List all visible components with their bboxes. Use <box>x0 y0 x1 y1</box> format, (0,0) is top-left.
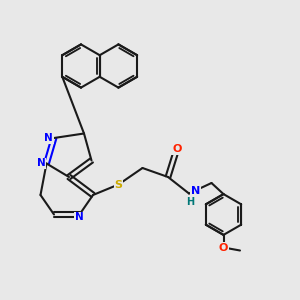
Text: S: S <box>115 179 122 190</box>
Text: O: O <box>219 243 228 253</box>
Text: N: N <box>75 212 84 223</box>
Text: N: N <box>44 133 53 143</box>
Text: O: O <box>172 144 182 154</box>
Text: N: N <box>37 158 46 169</box>
Text: N: N <box>191 186 200 196</box>
Text: H: H <box>186 197 194 207</box>
